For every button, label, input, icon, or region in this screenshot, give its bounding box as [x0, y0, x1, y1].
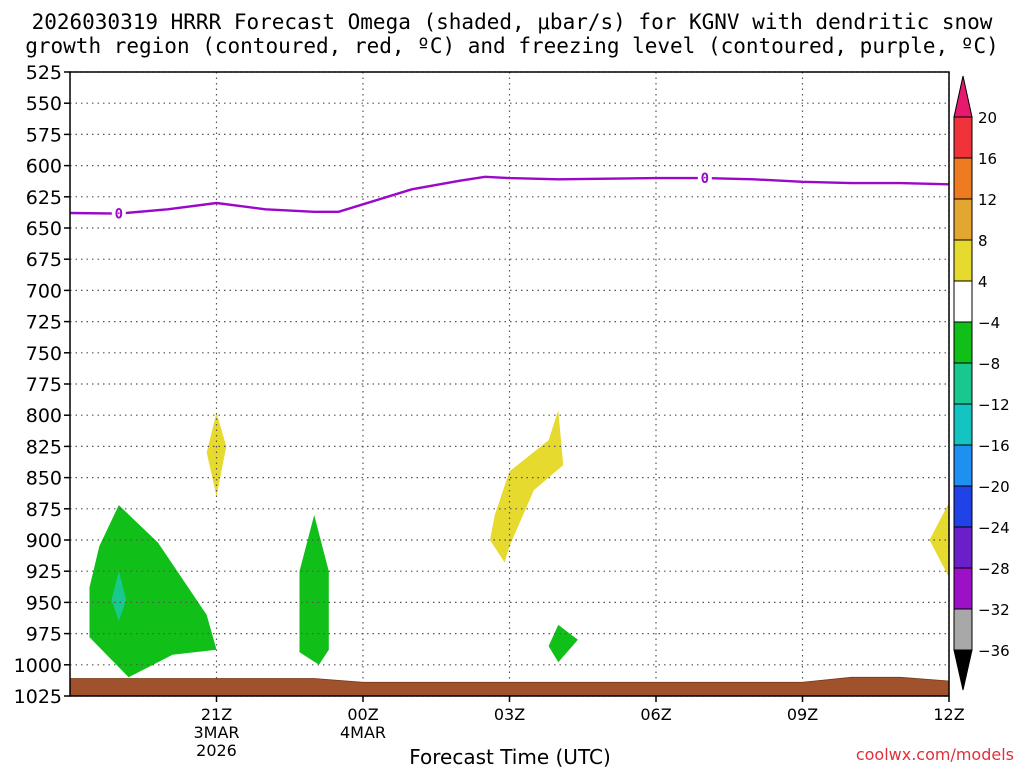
x-tick-label-2-1: 3MAR — [193, 723, 239, 742]
colorbar-label-6: −8 — [978, 355, 1000, 373]
colorbar-label-3: 8 — [978, 232, 988, 250]
colorbar-segment-11 — [953, 567, 973, 610]
y-tick-label-925: 925 — [26, 561, 62, 583]
freezing-level-label-1: 0 — [701, 171, 709, 187]
x-tick-label-14-0: 09Z — [787, 705, 818, 724]
freezing-label-bg-1 — [697, 170, 712, 187]
y-tick-label-775: 775 — [26, 374, 62, 396]
chart-title-line-1: 2026030319 HRRR Forecast Omega (shaded, … — [31, 10, 993, 34]
colorbar-label-9: −20 — [978, 478, 1010, 496]
x-tick-label-2-0: 21Z — [201, 705, 232, 724]
colorbar-segment-9 — [953, 485, 973, 528]
omega-region-6 — [111, 571, 127, 622]
freezing-label-bg-0 — [111, 205, 126, 222]
y-tick-label-625: 625 — [26, 187, 62, 209]
y-tick-label-650: 650 — [26, 218, 62, 240]
credit-link[interactable]: coolwx.com/models — [855, 745, 1014, 764]
colorbar-label-0: 20 — [978, 109, 997, 127]
y-tick-label-825: 825 — [26, 436, 62, 458]
y-tick-label-600: 600 — [26, 156, 62, 178]
freezing-level-line — [70, 175, 949, 215]
y-tick-label-525: 525 — [26, 62, 62, 84]
x-tick-label-8-0: 03Z — [494, 705, 525, 724]
colorbar-segment-1 — [953, 157, 973, 200]
y-tick-label-1000: 1000 — [14, 655, 62, 677]
colorbar-label-7: −12 — [978, 396, 1010, 414]
omega-region-5 — [548, 624, 578, 663]
omega-region-4 — [299, 515, 329, 665]
y-tick-label-700: 700 — [26, 280, 62, 302]
colorbar-segment-10 — [953, 526, 973, 569]
colorbar-segment-5 — [953, 321, 973, 364]
colorbar-label-5: −4 — [978, 314, 1000, 332]
y-tick-label-850: 850 — [26, 468, 62, 490]
chart-title-line-2: growth region (contoured, red, ºC) and f… — [25, 34, 999, 58]
colorbar-label-2: 12 — [978, 191, 997, 209]
colorbar-segment-2 — [953, 198, 973, 241]
y-tick-label-800: 800 — [26, 405, 62, 427]
colorbar-segment-0 — [953, 116, 973, 159]
colorbar-segment-12 — [953, 608, 973, 651]
colorbar-segment-6 — [953, 362, 973, 405]
colorbar-top-arrow — [953, 75, 973, 118]
y-tick-label-1025: 1025 — [14, 686, 62, 708]
colorbar-segment-4 — [953, 280, 973, 323]
x-axis-label: Forecast Time (UTC) — [409, 745, 611, 769]
x-tick-label-17-0: 12Z — [933, 705, 964, 724]
y-tick-label-975: 975 — [26, 624, 62, 646]
y-tick-label-575: 575 — [26, 124, 62, 146]
y-tick-label-750: 750 — [26, 343, 62, 365]
y-tick-label-725: 725 — [26, 312, 62, 334]
y-tick-label-875: 875 — [26, 499, 62, 521]
omega-region-1 — [490, 410, 564, 563]
omega-region-0 — [206, 412, 227, 497]
colorbar-bottom-arrow — [953, 649, 973, 691]
colorbar-segment-3 — [953, 239, 973, 282]
colorbar-label-11: −28 — [978, 560, 1010, 578]
y-tick-label-950: 950 — [26, 592, 62, 614]
y-tick-label-675: 675 — [26, 249, 62, 271]
colorbar-label-10: −24 — [978, 519, 1010, 537]
freezing-level-label-0: 0 — [115, 207, 123, 223]
y-tick-label-550: 550 — [26, 93, 62, 115]
terrain-fill — [70, 676, 949, 696]
x-tick-label-11-0: 06Z — [640, 705, 671, 724]
colorbar-label-8: −16 — [978, 437, 1010, 455]
colorbar-label-4: 4 — [978, 273, 988, 291]
y-tick-label-900: 900 — [26, 530, 62, 552]
omega-region-3 — [89, 505, 217, 678]
colorbar-segment-7 — [953, 403, 973, 446]
colorbar-label-12: −32 — [978, 601, 1010, 619]
colorbar-label-1: 16 — [978, 150, 997, 168]
colorbar-segment-8 — [953, 444, 973, 487]
colorbar-label-13: −36 — [978, 642, 1010, 660]
x-tick-label-5-1: 4MAR — [340, 723, 386, 742]
x-tick-label-5-0: 00Z — [347, 705, 378, 724]
x-tick-label-2-2: 2026 — [196, 741, 237, 760]
